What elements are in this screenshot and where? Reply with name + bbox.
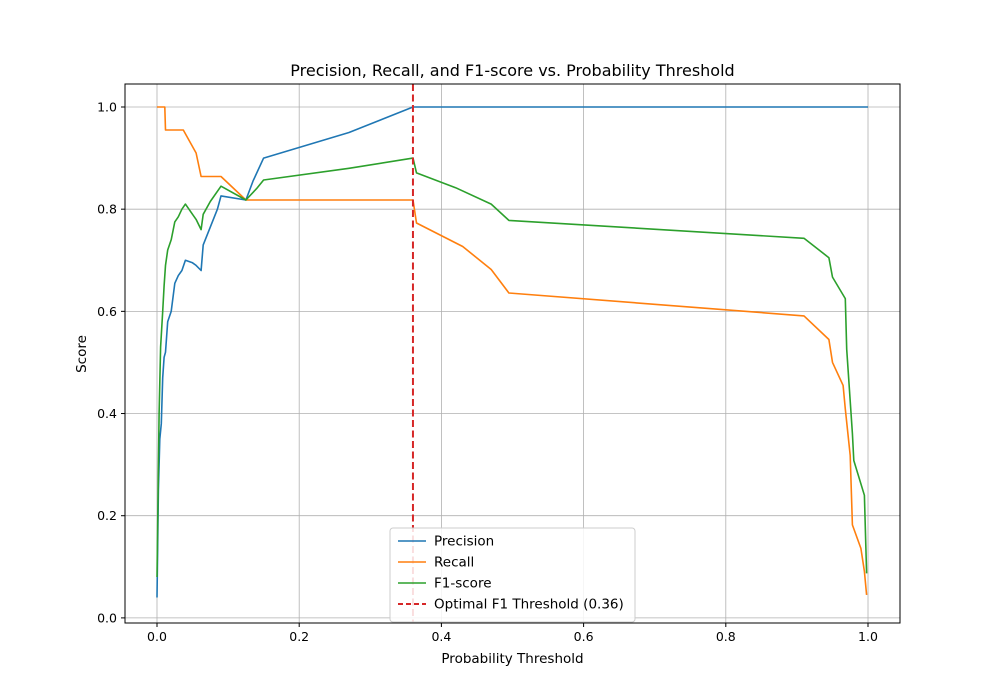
- x-tick-label: 1.0: [858, 629, 878, 644]
- legend-label: Optimal F1 Threshold (0.36): [434, 597, 624, 613]
- x-tick-label: 0.8: [716, 629, 736, 644]
- y-tick-label: 0.6: [97, 304, 117, 319]
- plot-frame: [124, 83, 901, 624]
- y-axis-ticks: 0.0 0.2 0.4 0.6 0.8 1.0: [97, 99, 125, 625]
- x-tick-label: 0.4: [431, 629, 451, 644]
- series-line-precision: [156, 106, 868, 598]
- y-tick-label: 1.0: [97, 99, 117, 114]
- x-tick-label: 0.0: [147, 629, 167, 644]
- legend: Precision Recall F1-score Optimal F1 Thresh…: [389, 527, 636, 623]
- x-axis-ticks: 0.0 0.2 0.4 0.6 0.8 1.0: [147, 623, 878, 644]
- chart-title: Precision, Recall, and F1-score vs. Prob…: [290, 61, 734, 80]
- x-tick-label: 0.6: [574, 629, 594, 644]
- y-axis-label: Score: [74, 335, 90, 373]
- y-tick-label: 0.0: [97, 610, 117, 625]
- legend-box: [389, 527, 636, 623]
- series-layer: [156, 106, 868, 598]
- x-tick-label: 0.2: [289, 629, 309, 644]
- y-tick-label: 0.8: [97, 202, 117, 217]
- y-tick-label: 0.2: [97, 508, 117, 523]
- series-line-f1-score: [156, 157, 868, 578]
- legend-label: Recall: [434, 555, 474, 571]
- legend-label: F1-score: [434, 576, 492, 592]
- x-axis-label: Probability Threshold: [441, 651, 583, 667]
- y-tick-label: 0.4: [97, 406, 117, 421]
- legend-label: Precision: [434, 534, 494, 550]
- series-line-recall: [157, 106, 868, 595]
